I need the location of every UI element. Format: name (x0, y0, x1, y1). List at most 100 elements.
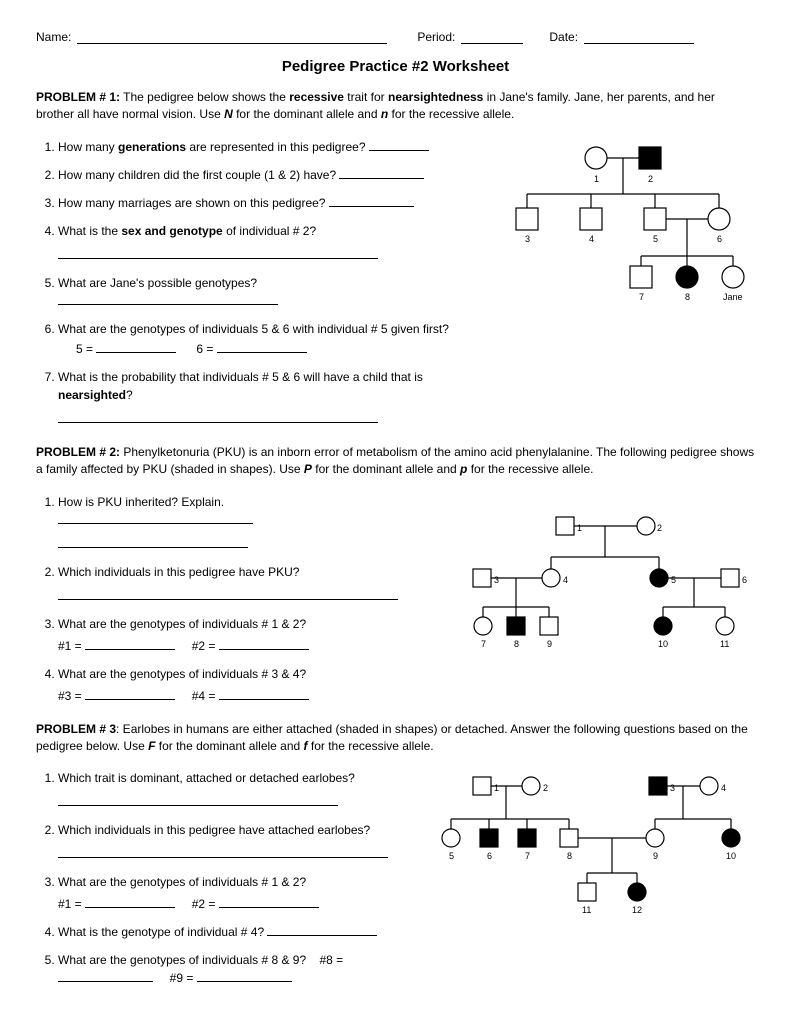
t: generations (118, 140, 186, 154)
p3-q4: What is the genotype of individual # 4? (58, 923, 406, 941)
t: Which individuals in this pedigree have … (58, 823, 370, 837)
p1-q1: How many generations are represented in … (58, 138, 456, 156)
blank[interactable] (85, 895, 175, 908)
p1-q2: How many children did the first couple (… (58, 166, 456, 184)
t: are represented in this pedigree? (186, 140, 369, 154)
lbl: 6 (487, 851, 492, 861)
p1-q4: What is the sex and genotype of individu… (58, 222, 456, 264)
t: What are the genotypes of individuals # … (58, 667, 306, 681)
t: #8 = (320, 953, 344, 967)
p1-t4: for the dominant allele and (233, 107, 381, 121)
p2-q2: Which individuals in this pedigree have … (58, 563, 416, 605)
t: How is PKU inherited? Explain. (58, 495, 224, 509)
p1-b1: recessive (289, 90, 344, 104)
lbl: 3 (670, 783, 675, 793)
blank[interactable] (85, 637, 175, 650)
t: #1 = (58, 897, 85, 911)
t: What are the genotypes of individuals 5 … (58, 322, 449, 336)
blank[interactable] (58, 587, 398, 600)
lbl: 4 (563, 575, 568, 585)
blank[interactable] (219, 637, 309, 650)
t: for the dominant allele and (312, 462, 460, 476)
lbl: 10 (658, 639, 668, 649)
lbl: 8 (514, 639, 519, 649)
p2-q3: What are the genotypes of individuals # … (58, 615, 416, 655)
blank[interactable] (58, 410, 378, 423)
problem-1-section: How many generations are represented in … (36, 138, 755, 428)
p3-label: PROBLEM # 3 (36, 722, 116, 736)
lbl: 5 (671, 575, 676, 585)
blank[interactable] (369, 138, 429, 151)
blank[interactable] (85, 687, 175, 700)
blank[interactable] (58, 969, 153, 982)
blank[interactable] (96, 340, 176, 353)
name-blank[interactable] (77, 30, 387, 44)
date-label: Date: (549, 30, 578, 44)
name-label: Name: (36, 30, 71, 44)
blank[interactable] (58, 793, 338, 806)
t: #2 = (192, 897, 219, 911)
lbl: 11 (582, 905, 591, 915)
p3-q2: Which individuals in this pedigree have … (58, 821, 406, 863)
p3-questions: Which trait is dominant, attached or det… (36, 769, 406, 987)
p2-q1: How is PKU inherited? Explain. (58, 493, 416, 553)
blank[interactable] (219, 895, 319, 908)
t: How many children did the first couple (… (58, 168, 339, 182)
pedigree-2-diagram: 1 2 3 4 5 6 7 8 9 (441, 511, 761, 671)
t: What are Jane's possible genotypes? (58, 276, 257, 290)
lbl: 12 (632, 905, 642, 915)
lbl: 5 (449, 851, 454, 861)
problem-2-section: How is PKU inherited? Explain. Which ind… (36, 493, 755, 705)
blank[interactable] (267, 923, 377, 936)
lbl: 9 (653, 851, 658, 861)
worksheet-header: Name: Period: Date: (36, 30, 755, 44)
blank[interactable] (197, 969, 292, 982)
p3-q1: Which trait is dominant, attached or det… (58, 769, 406, 811)
t: #3 = (58, 689, 85, 703)
p1-q3: How many marriages are shown on this ped… (58, 194, 456, 212)
blank[interactable] (329, 194, 414, 207)
blank[interactable] (58, 246, 378, 259)
t: What is the probability that individuals… (58, 370, 423, 384)
p2-questions: How is PKU inherited? Explain. Which ind… (36, 493, 416, 705)
p2-label: PROBLEM # 2: (36, 445, 120, 459)
lbl: 4 (589, 234, 594, 244)
blank[interactable] (58, 292, 278, 305)
lbl: 2 (657, 523, 662, 533)
p1-t1: The pedigree below shows the (120, 90, 289, 104)
p1-b2: nearsightedness (388, 90, 483, 104)
p1-t2: trait for (344, 90, 388, 104)
t: for the dominant allele and (155, 739, 303, 753)
period-label: Period: (417, 30, 455, 44)
lbl: 1 (577, 523, 582, 533)
lbl: 4 (721, 783, 726, 793)
t: #9 = (170, 971, 197, 985)
blank[interactable] (217, 340, 307, 353)
p1-q6: What are the genotypes of individuals 5 … (58, 320, 456, 358)
p1-q7: What is the probability that individuals… (58, 368, 456, 428)
blank[interactable] (339, 166, 424, 179)
t: 5 = (76, 342, 96, 356)
blank[interactable] (219, 687, 309, 700)
p1-label: PROBLEM # 1: (36, 90, 120, 104)
t: ? (126, 388, 133, 402)
problem-2-intro: PROBLEM # 2: Phenylketonuria (PKU) is an… (36, 444, 755, 479)
blank[interactable] (58, 511, 253, 524)
period-blank[interactable] (461, 30, 523, 44)
t: #4 = (192, 689, 219, 703)
lbl: 3 (494, 575, 499, 585)
t: What are the genotypes of individuals # … (58, 953, 306, 967)
blank[interactable] (58, 845, 388, 858)
t: What are the genotypes of individuals # … (58, 617, 306, 631)
blank[interactable] (58, 535, 248, 548)
lbl: 8 (685, 292, 690, 302)
problem-3-section: Which trait is dominant, attached or det… (36, 769, 755, 987)
p1-t5: for the recessive allele. (388, 107, 514, 121)
date-blank[interactable] (584, 30, 694, 44)
lbl: 2 (648, 174, 653, 184)
lbl: 1 (594, 174, 599, 184)
lbl: 7 (639, 292, 644, 302)
t: sex and genotype (121, 224, 222, 238)
t: How many (58, 140, 118, 154)
t: for the recessive allele. (467, 462, 593, 476)
